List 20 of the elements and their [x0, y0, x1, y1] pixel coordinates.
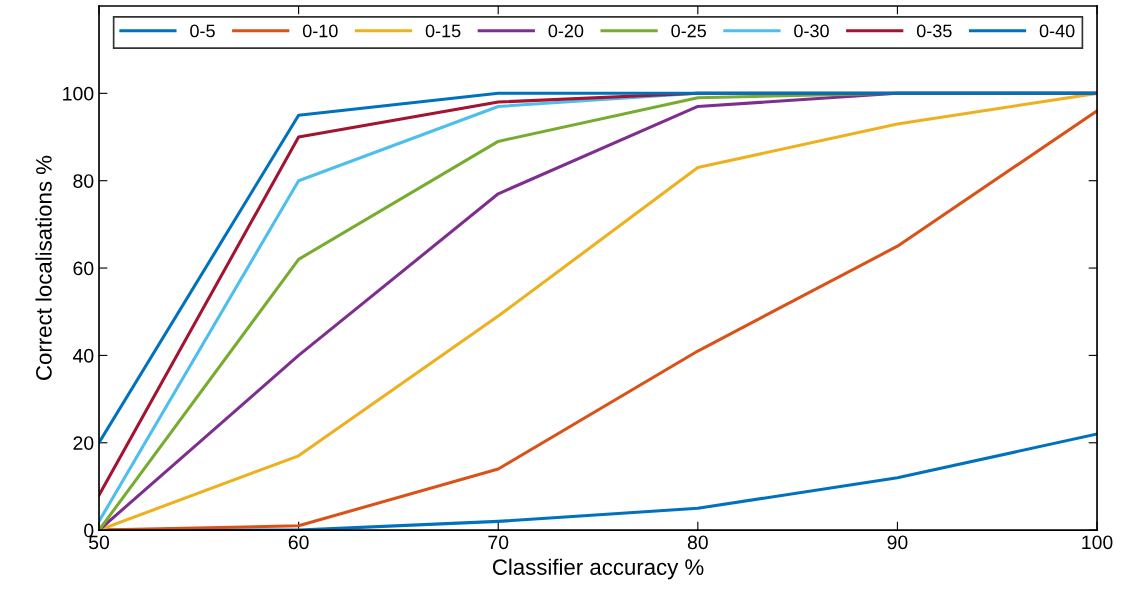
y-tick-label: 20 [73, 436, 94, 450]
x-tick-label: 100 [1082, 535, 1113, 550]
legend-label: 0-40 [1039, 24, 1075, 38]
x-tick-label: 80 [687, 535, 708, 550]
x-axis-title: Classifier accuracy % [492, 558, 704, 580]
y-tick-label: 60 [73, 261, 94, 276]
legend-label: 0-15 [425, 24, 461, 38]
y-tick-label: 40 [72, 348, 94, 363]
y-axis-title: Correct localisations % [35, 155, 52, 380]
legend-label: 0-25 [671, 24, 707, 38]
legend-label: 0-10 [302, 24, 338, 38]
y-tick-label: 80 [73, 174, 94, 188]
legend-label: 0-5 [190, 24, 215, 38]
y-tick-label: 100 [63, 86, 94, 101]
legend-label: 0-30 [794, 24, 829, 38]
legend-label: 0-35 [916, 24, 952, 38]
x-tick-label: 70 [488, 535, 509, 550]
x-tick-label: 60 [288, 535, 309, 550]
x-tick-label: 90 [887, 535, 908, 550]
legend-label: 0-20 [548, 24, 584, 38]
